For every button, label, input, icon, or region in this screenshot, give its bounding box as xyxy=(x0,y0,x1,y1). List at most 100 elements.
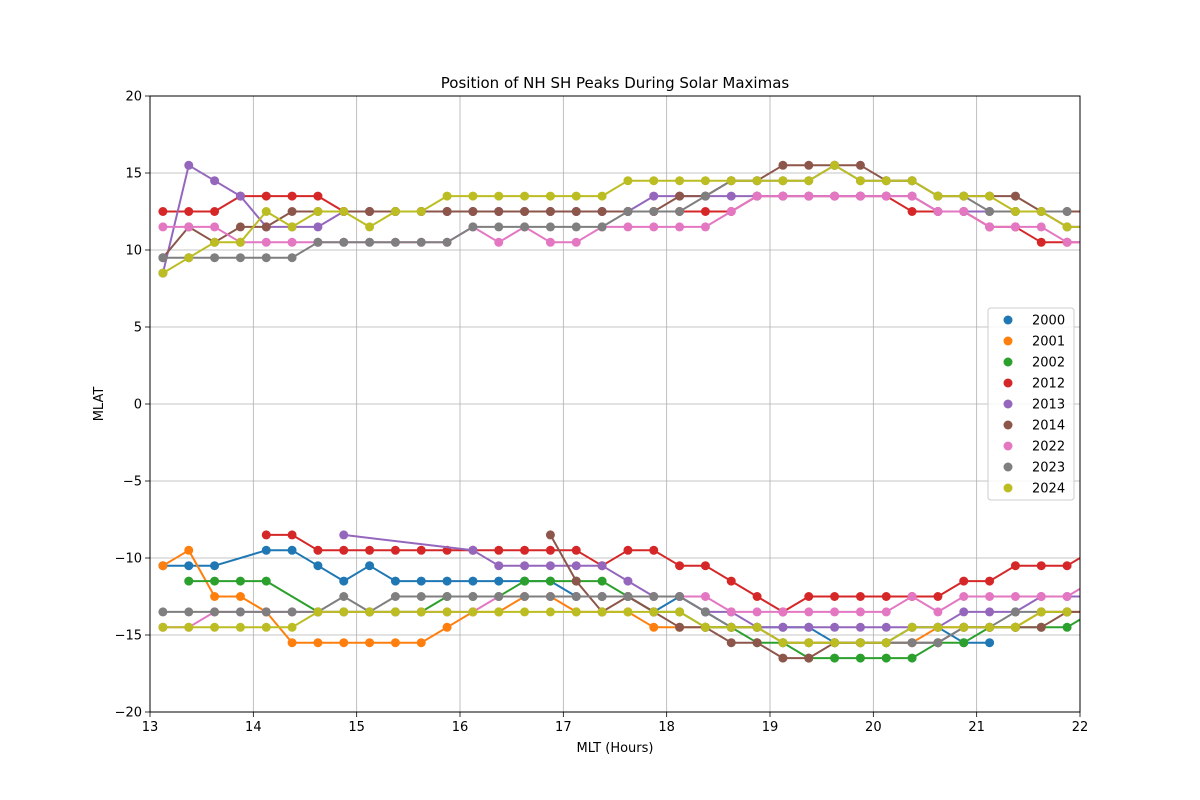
data-point xyxy=(235,622,245,632)
data-point xyxy=(700,191,710,201)
data-point xyxy=(804,160,814,170)
data-point xyxy=(855,638,865,648)
data-point xyxy=(649,222,659,232)
data-point xyxy=(158,268,168,278)
data-point xyxy=(339,576,349,586)
data-point xyxy=(855,160,865,170)
data-point xyxy=(933,622,943,632)
legend-item: 2001 xyxy=(1003,335,1065,350)
y-tick-label: −20 xyxy=(115,706,142,721)
data-point xyxy=(855,176,865,186)
data-point xyxy=(210,622,220,632)
data-point xyxy=(365,237,375,247)
data-point xyxy=(855,592,865,601)
data-point xyxy=(881,653,891,663)
data-point xyxy=(726,622,736,632)
data-point xyxy=(235,191,245,201)
data-point xyxy=(235,576,245,586)
data-point xyxy=(675,592,685,601)
data-point xyxy=(675,607,685,617)
data-point xyxy=(700,561,710,571)
data-point xyxy=(804,638,814,648)
data-point xyxy=(700,592,710,601)
data-point xyxy=(520,545,530,555)
data-point xyxy=(907,176,917,186)
data-point xyxy=(520,191,530,201)
data-point xyxy=(855,653,865,663)
legend-item: 2014 xyxy=(1003,419,1065,434)
data-point xyxy=(442,592,452,601)
data-point xyxy=(830,653,840,663)
data-point xyxy=(416,207,426,216)
data-point xyxy=(184,222,194,232)
data-point xyxy=(881,638,891,648)
y-axis-label: MLAT xyxy=(92,387,107,422)
data-point xyxy=(494,545,504,555)
data-point xyxy=(1010,592,1020,601)
data-point xyxy=(804,653,814,663)
data-point xyxy=(494,576,504,586)
data-point xyxy=(1036,207,1046,216)
legend-item: 2023 xyxy=(1003,461,1065,476)
data-point xyxy=(752,638,762,648)
data-point xyxy=(545,576,555,586)
data-point xyxy=(675,176,685,186)
data-point xyxy=(210,576,220,586)
x-tick-label: 20 xyxy=(865,720,882,735)
data-point xyxy=(623,176,633,186)
data-point xyxy=(623,207,633,216)
data-point xyxy=(700,176,710,186)
data-point xyxy=(287,207,297,216)
data-point xyxy=(1062,607,1072,617)
data-point xyxy=(365,207,375,216)
legend-label: 2024 xyxy=(1032,482,1065,497)
data-point xyxy=(1036,222,1046,232)
data-point xyxy=(158,607,168,617)
data-point xyxy=(210,207,220,216)
data-point xyxy=(933,607,943,617)
data-point xyxy=(545,530,555,540)
legend-label: 2023 xyxy=(1032,461,1065,476)
data-point xyxy=(184,160,194,170)
y-axis: 20 15 10 5 0 −5 −10 −15 −20 xyxy=(115,90,150,721)
data-point xyxy=(545,207,555,216)
data-point xyxy=(985,622,995,632)
data-point xyxy=(778,638,788,648)
data-point xyxy=(778,176,788,186)
x-tick-label: 15 xyxy=(348,720,365,735)
data-point xyxy=(959,622,969,632)
data-point xyxy=(313,545,323,555)
data-point xyxy=(726,576,736,586)
data-point xyxy=(520,222,530,232)
data-point xyxy=(339,530,349,540)
data-point xyxy=(830,160,840,170)
data-point xyxy=(933,207,943,216)
data-point xyxy=(261,237,271,247)
data-point xyxy=(675,561,685,571)
data-point xyxy=(1062,622,1072,632)
data-point xyxy=(261,530,271,540)
data-point xyxy=(571,207,581,216)
data-point xyxy=(468,207,478,216)
data-point xyxy=(597,222,607,232)
data-point xyxy=(700,207,710,216)
legend-marker xyxy=(1003,378,1013,388)
data-point xyxy=(571,576,581,586)
data-point xyxy=(287,638,297,648)
data-point xyxy=(520,592,530,601)
data-point xyxy=(235,237,245,247)
data-point xyxy=(675,191,685,201)
data-point xyxy=(442,576,452,586)
y-tick-label: −15 xyxy=(115,629,142,644)
data-point xyxy=(158,253,168,263)
data-point xyxy=(752,176,762,186)
data-point xyxy=(287,607,297,617)
data-point xyxy=(804,607,814,617)
data-point xyxy=(313,607,323,617)
y-tick-label: 15 xyxy=(125,167,142,182)
data-point xyxy=(907,653,917,663)
data-point xyxy=(416,592,426,601)
data-point xyxy=(1062,237,1072,247)
x-tick-label: 16 xyxy=(452,720,469,735)
data-point xyxy=(184,607,194,617)
